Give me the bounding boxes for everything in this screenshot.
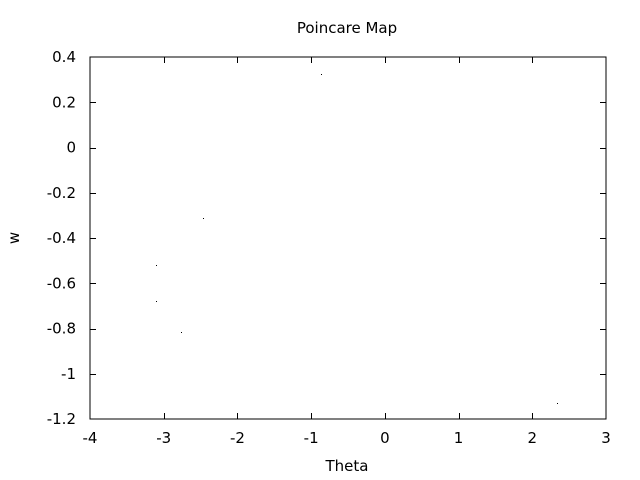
data-point [181, 332, 182, 333]
y-tick-label: -1.2 [47, 410, 76, 428]
x-tick-label: -2 [230, 429, 245, 447]
x-tick-label: -4 [83, 429, 98, 447]
ticks-layer: -4 -3 -2 -1 0 1 2 3 0.4 0.2 0 -0.2 -0.4 -0.6 -0.8 -1 -1.… [47, 48, 611, 447]
data-point [156, 265, 157, 266]
plot-frame [89, 56, 607, 420]
x-tick-label: 0 [380, 429, 390, 447]
x-tick-label: 3 [601, 429, 611, 447]
y-tick-label: -0.4 [47, 229, 76, 247]
y-tick-label: -0.8 [47, 320, 76, 338]
chart-title: Poincare Map [297, 19, 397, 37]
y-tick-label: 0.2 [52, 93, 76, 111]
data-point [321, 74, 322, 75]
y-axis-label: w [5, 232, 23, 244]
y-tick-label: -0.2 [47, 184, 76, 202]
x-tick-label: -3 [156, 429, 171, 447]
data-point [203, 218, 204, 219]
data-point [156, 301, 157, 302]
x-axis-label: Theta [325, 457, 369, 475]
x-tick-label: 1 [454, 429, 464, 447]
x-tick-label: -1 [304, 429, 319, 447]
y-tick-label: -1 [61, 365, 76, 383]
y-tick-label: 0.4 [52, 48, 76, 66]
data-point [557, 403, 558, 404]
y-tick-label: -0.6 [47, 274, 76, 292]
y-tick-label: 0 [66, 139, 76, 157]
data-points [156, 74, 558, 404]
x-tick-label: 2 [528, 429, 538, 447]
